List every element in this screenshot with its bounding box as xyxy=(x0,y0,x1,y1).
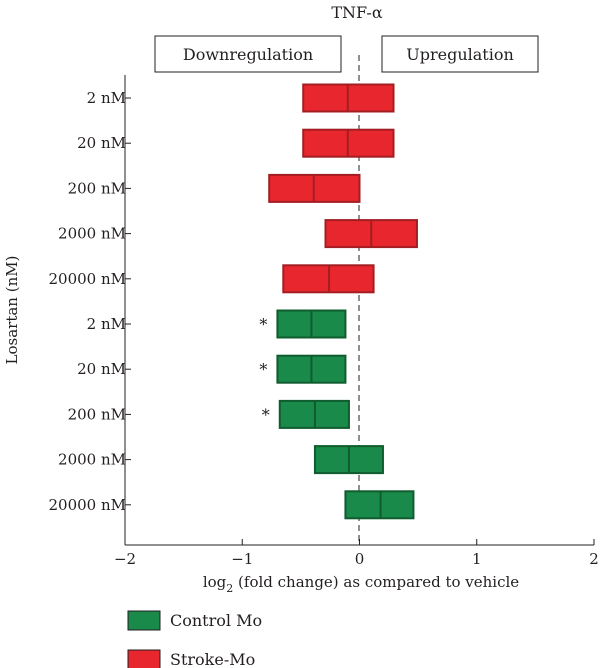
x-axis-label-subscript: 2 xyxy=(226,582,233,595)
x-tick-label: −1 xyxy=(231,550,253,568)
y-tick-label: 2000 nM xyxy=(58,225,126,243)
legend: Control Mo Stroke-Mo xyxy=(127,610,262,668)
x-axis-ticks: −2 −1 0 1 2 xyxy=(114,539,599,568)
x-tick-label: −2 xyxy=(114,550,136,568)
y-tick-label: 2 nM xyxy=(87,315,126,333)
x-tick-label: 0 xyxy=(355,550,365,568)
x-tick-label: 1 xyxy=(472,550,482,568)
legend-swatch-stroke-mo xyxy=(127,649,161,668)
chart-title: TNF-α xyxy=(331,3,382,22)
downregulation-label: Downregulation xyxy=(183,45,313,64)
x-axis-label-suffix: (fold change) as compared to vehicle xyxy=(233,573,519,591)
downregulation-box xyxy=(154,35,342,73)
y-tick-label: 20 nM xyxy=(77,134,126,152)
y-tick-label: 200 nM xyxy=(68,405,126,423)
control-mo-bar xyxy=(344,490,415,520)
significance-markers: * * * xyxy=(259,315,269,424)
y-tick-label: 2 nM xyxy=(87,89,126,107)
bars xyxy=(268,83,418,520)
y-tick-label: 200 nM xyxy=(68,179,126,197)
y-axis-title: Losartan (nM) xyxy=(3,256,21,365)
x-axis-label: log2 (fold change) as compared to vehicl… xyxy=(203,573,519,595)
y-tick-label: 2000 nM xyxy=(58,451,126,469)
y-tick-label: 20 nM xyxy=(77,360,126,378)
y-tick-label: 20000 nM xyxy=(48,270,126,288)
y-axis-labels: 2 nM 20 nM 200 nM 2000 nM 20000 nM 2 nM 20 nM 2… xyxy=(48,75,131,545)
legend-swatch-control-mo xyxy=(127,610,161,631)
upregulation-box xyxy=(381,35,539,73)
upregulation-label: Upregulation xyxy=(406,45,514,64)
significance-star: * xyxy=(259,315,267,334)
legend-label-control-mo: Control Mo xyxy=(170,611,262,630)
y-tick-label: 20000 nM xyxy=(48,496,126,514)
x-tick-label: 2 xyxy=(589,550,599,568)
x-axis-label-prefix: log xyxy=(203,573,227,591)
significance-star: * xyxy=(262,405,270,424)
significance-star: * xyxy=(259,360,267,379)
legend-label-stroke-mo: Stroke-Mo xyxy=(170,650,255,668)
